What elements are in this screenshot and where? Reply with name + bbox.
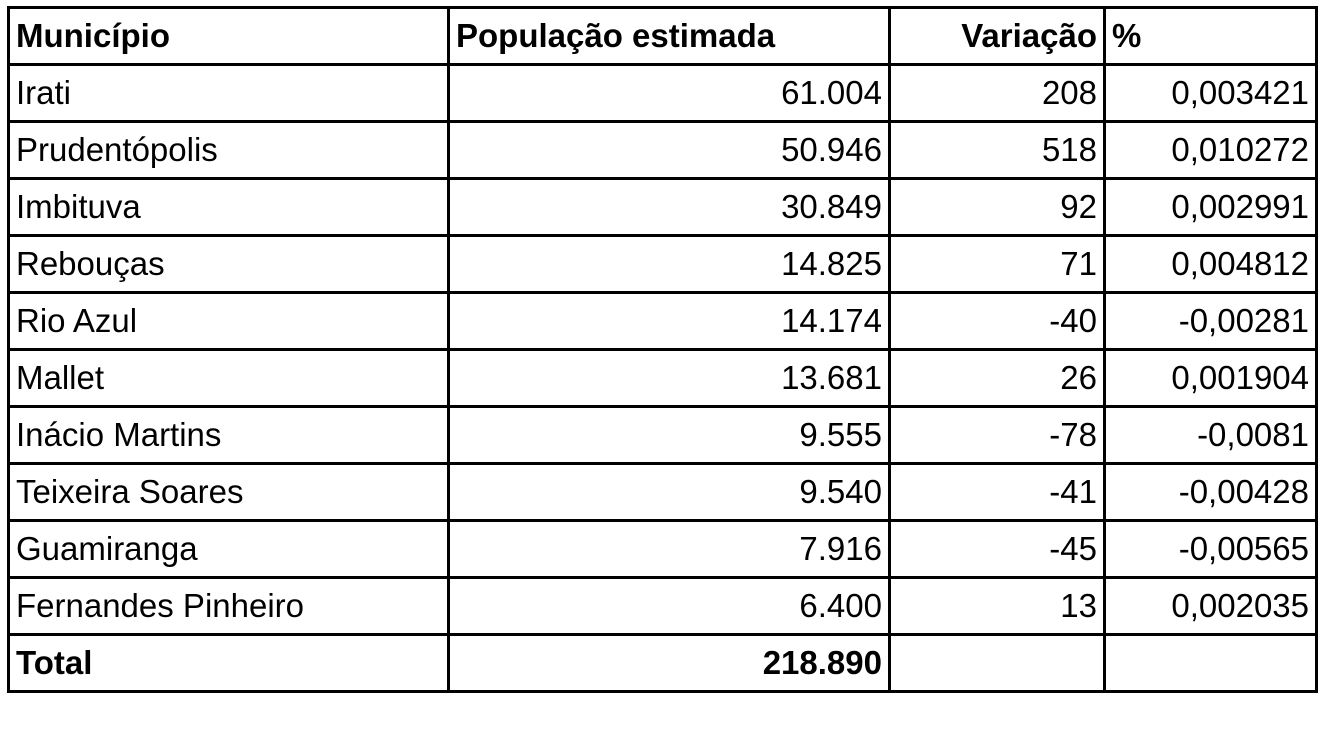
header-cell: % [1103,6,1318,66]
table-cell: 208 [888,63,1106,123]
table-cell: -0,00565 [1103,519,1318,579]
table-cell: 14.825 [447,234,891,294]
table-cell: 9.555 [447,405,891,465]
table-cell: 0,002991 [1103,177,1318,237]
table-cell: -41 [888,462,1106,522]
table-cell: 0,002035 [1103,576,1318,636]
table-cell: 0,010272 [1103,120,1318,180]
table-cell: -40 [888,291,1106,351]
table-cell: Mallet [7,348,450,408]
table-row: Irati 61.004 208 0,003421 [7,63,1318,123]
table-cell: -0,00428 [1103,462,1318,522]
table-cell: 92 [888,177,1106,237]
table-cell: 0,004812 [1103,234,1318,294]
total-value: 218.890 [447,633,891,693]
table-cell: 50.946 [447,120,891,180]
table-cell: 61.004 [447,63,891,123]
table-row: Imbituva 30.849 92 0,002991 [7,177,1318,237]
table-cell: 14.174 [447,291,891,351]
table-cell: Rebouças [7,234,450,294]
table-cell: 0,003421 [1103,63,1318,123]
table-cell: -0,0081 [1103,405,1318,465]
table-cell: 26 [888,348,1106,408]
table-cell: -78 [888,405,1106,465]
table-cell: Guamiranga [7,519,450,579]
table-cell: Imbituva [7,177,450,237]
empty-cell [1103,633,1318,693]
table-row: Município População estimada Variação% [7,6,1318,66]
data-table: Município População estimada Variação% Irat… [7,6,1318,693]
table-cell: 518 [888,120,1106,180]
table-row: Rebouças 14.825 71 0,004812 [7,234,1318,294]
table-cell: 71 [888,234,1106,294]
table-row: Guamiranga 7.916 -45 -0,00565 [7,519,1318,579]
table-row: Prudentópolis 50.946 518 0,010272 [7,120,1318,180]
table-cell: 30.849 [447,177,891,237]
table-row: Teixeira Soares 9.540 -41 -0,00428 [7,462,1318,522]
table-row: Total 218.890 [7,633,1318,693]
table-row: Rio Azul 14.174 -40 -0,00281 [7,291,1318,351]
table-row: Mallet 13.681 26 0,001904 [7,348,1318,408]
total-label: Total [7,633,450,693]
table-cell: Rio Azul [7,291,450,351]
table-cell: Teixeira Soares [7,462,450,522]
table-cell: 9.540 [447,462,891,522]
table-cell: Fernandes Pinheiro [7,576,450,636]
table-cell: 0,001904 [1103,348,1318,408]
table-cell: 6.400 [447,576,891,636]
table-cell: -0,00281 [1103,291,1318,351]
table-cell: -45 [888,519,1106,579]
header-cell: Município [7,6,450,66]
header-cell: Variação [888,6,1106,66]
table-row: Inácio Martins 9.555 -78 -0,0081 [7,405,1318,465]
header-cell: População estimada [447,6,891,66]
empty-cell [888,633,1106,693]
table-cell: 13.681 [447,348,891,408]
table-row: Fernandes Pinheiro 6.400 13 0,002035 [7,576,1318,636]
table-cell: Prudentópolis [7,120,450,180]
table-body: Município População estimada Variação% Irat… [7,6,1318,693]
table-cell: Inácio Martins [7,405,450,465]
table-cell: 13 [888,576,1106,636]
table-cell: 7.916 [447,519,891,579]
table-cell: Irati [7,63,450,123]
